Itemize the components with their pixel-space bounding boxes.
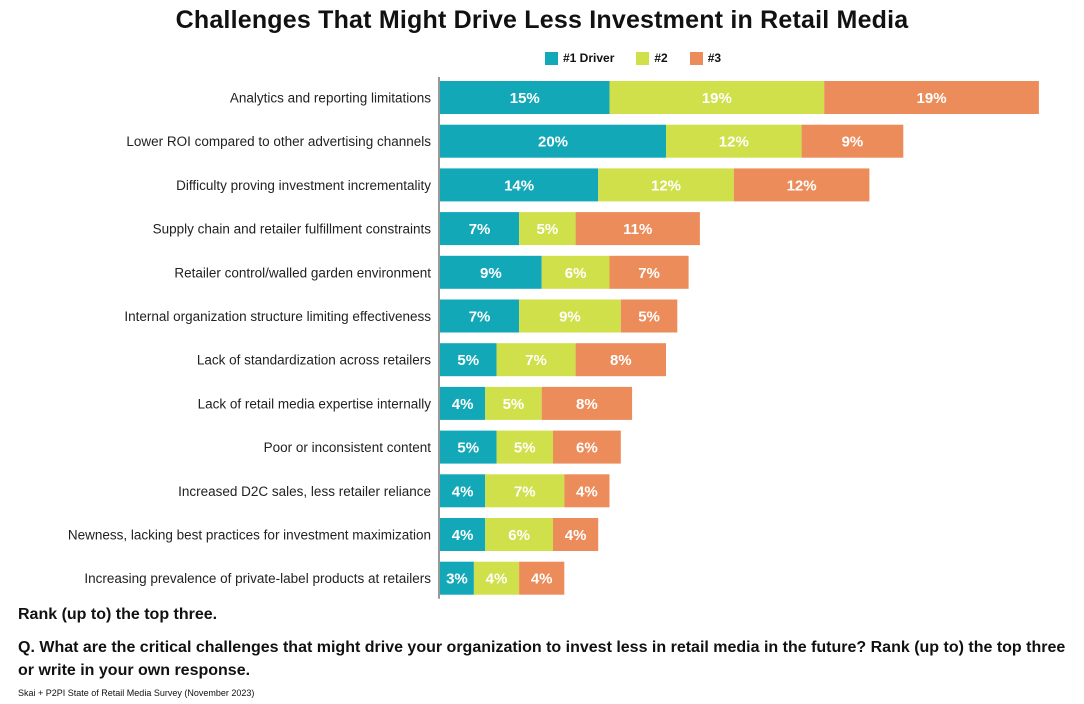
bar-segment (609, 81, 825, 114)
bar-segment (440, 430, 497, 464)
bar-segment (564, 474, 610, 508)
bar-segment (553, 518, 599, 551)
bar-segment (801, 124, 904, 158)
bar-segment (519, 299, 621, 333)
bar-segment (620, 299, 678, 333)
data-label: 12% (719, 134, 749, 151)
bar-segment (496, 343, 576, 377)
data-label: 5% (537, 221, 559, 238)
legend-item: #3 (689, 51, 722, 65)
bar-segment (541, 386, 633, 420)
category-label: Poor or inconsistent content (264, 440, 432, 455)
category-label: Newness, lacking best practices for inve… (68, 528, 431, 543)
data-label: 4% (452, 483, 474, 500)
bar-segment (575, 212, 700, 246)
bar-segment (440, 386, 486, 420)
bar-segment (733, 168, 870, 202)
data-label: 9% (842, 134, 864, 151)
category-label: Lower ROI compared to other advertising … (126, 134, 431, 149)
legend-label: #3 (707, 51, 722, 65)
bar-segment (440, 168, 599, 202)
data-label: 4% (565, 527, 587, 544)
data-label: 7% (469, 221, 491, 238)
legend-item: #2 (636, 51, 668, 65)
data-label: 9% (480, 265, 502, 282)
bar-segment (666, 124, 802, 158)
category-label: Analytics and reporting limitations (230, 91, 431, 106)
chart-title: Challenges That Might Drive Less Investm… (175, 6, 909, 34)
data-label: 14% (504, 177, 534, 194)
data-label: 9% (559, 309, 581, 326)
bar-segment (553, 430, 621, 464)
data-label: 11% (623, 221, 652, 238)
data-label: 7% (638, 265, 660, 282)
bar-segment (440, 255, 542, 289)
legend-swatch (689, 51, 703, 65)
bar-segment (440, 343, 497, 377)
data-label: 4% (531, 571, 553, 588)
bar-segment (440, 212, 520, 246)
data-label: 19% (917, 90, 947, 107)
data-label: 12% (787, 177, 817, 194)
category-label: Increased D2C sales, less retailer relia… (178, 484, 431, 499)
data-label: 5% (503, 396, 525, 413)
data-label: 7% (469, 309, 491, 326)
data-label: 7% (514, 483, 536, 500)
category-label: Retailer control/walled garden environme… (174, 265, 431, 280)
data-label: 5% (514, 440, 536, 457)
bar-segment (473, 561, 520, 595)
category-label: Difficulty proving investment incrementa… (176, 178, 431, 193)
bar-segment (541, 255, 610, 289)
bar-segment (485, 474, 565, 508)
data-label: 7% (525, 352, 547, 369)
legend: #1 Driver #2 #3 (545, 51, 743, 65)
category-label: Lack of standardization across retailers (197, 353, 431, 368)
bar-segment (824, 81, 1039, 114)
stacked-bar-chart: Analytics and reporting limitations 15% 19… (68, 77, 1039, 599)
data-label: 6% (508, 527, 530, 544)
data-label: 4% (452, 527, 474, 544)
bar-segment (609, 255, 689, 289)
rank-note: Rank (up to) the top three. (18, 606, 218, 623)
data-label: 20% (538, 134, 568, 151)
category-label: Supply chain and retailer fulfillment co… (153, 222, 432, 237)
data-label: 5% (457, 352, 479, 369)
bar-segment (440, 518, 486, 551)
bar-segment (598, 168, 734, 202)
data-label: 4% (576, 483, 598, 500)
legend-label: #1 Driver (563, 51, 615, 65)
data-label: 6% (565, 265, 587, 282)
data-label: 6% (576, 440, 598, 457)
legend-swatch (545, 51, 558, 65)
bar-segment (440, 299, 520, 333)
bar-segment (485, 386, 542, 420)
bar-segment (496, 430, 553, 464)
data-label: 8% (610, 352, 632, 369)
bar-segment (440, 474, 486, 508)
legend-label: #2 (654, 51, 668, 65)
data-label: 5% (457, 440, 479, 457)
data-label: 3% (446, 571, 468, 588)
bar-segment (519, 212, 576, 246)
legend-item: #1 Driver (545, 51, 614, 65)
source-note: Skai + P2PI State of Retail Media Survey… (18, 688, 255, 698)
bar-segment (440, 124, 666, 158)
data-label: 4% (452, 396, 474, 413)
bar-segment (440, 81, 610, 114)
data-label: 19% (702, 90, 732, 107)
category-label: Increasing prevalence of private-label p… (84, 571, 431, 586)
bar-segment (519, 561, 565, 595)
data-label: 12% (651, 177, 681, 194)
category-label: Internal organization structure limiting… (124, 309, 431, 324)
bar-segment (485, 518, 553, 551)
data-label: 15% (510, 90, 540, 107)
legend-swatch (636, 51, 650, 65)
survey-question: Q. What are the critical challenges that… (18, 639, 1066, 679)
data-label: 8% (576, 396, 598, 413)
category-label: Lack of retail media expertise internall… (198, 396, 432, 411)
data-label: 4% (486, 571, 508, 588)
bar-segment (575, 343, 666, 377)
bar-segment (440, 561, 474, 595)
data-label: 5% (638, 309, 660, 326)
